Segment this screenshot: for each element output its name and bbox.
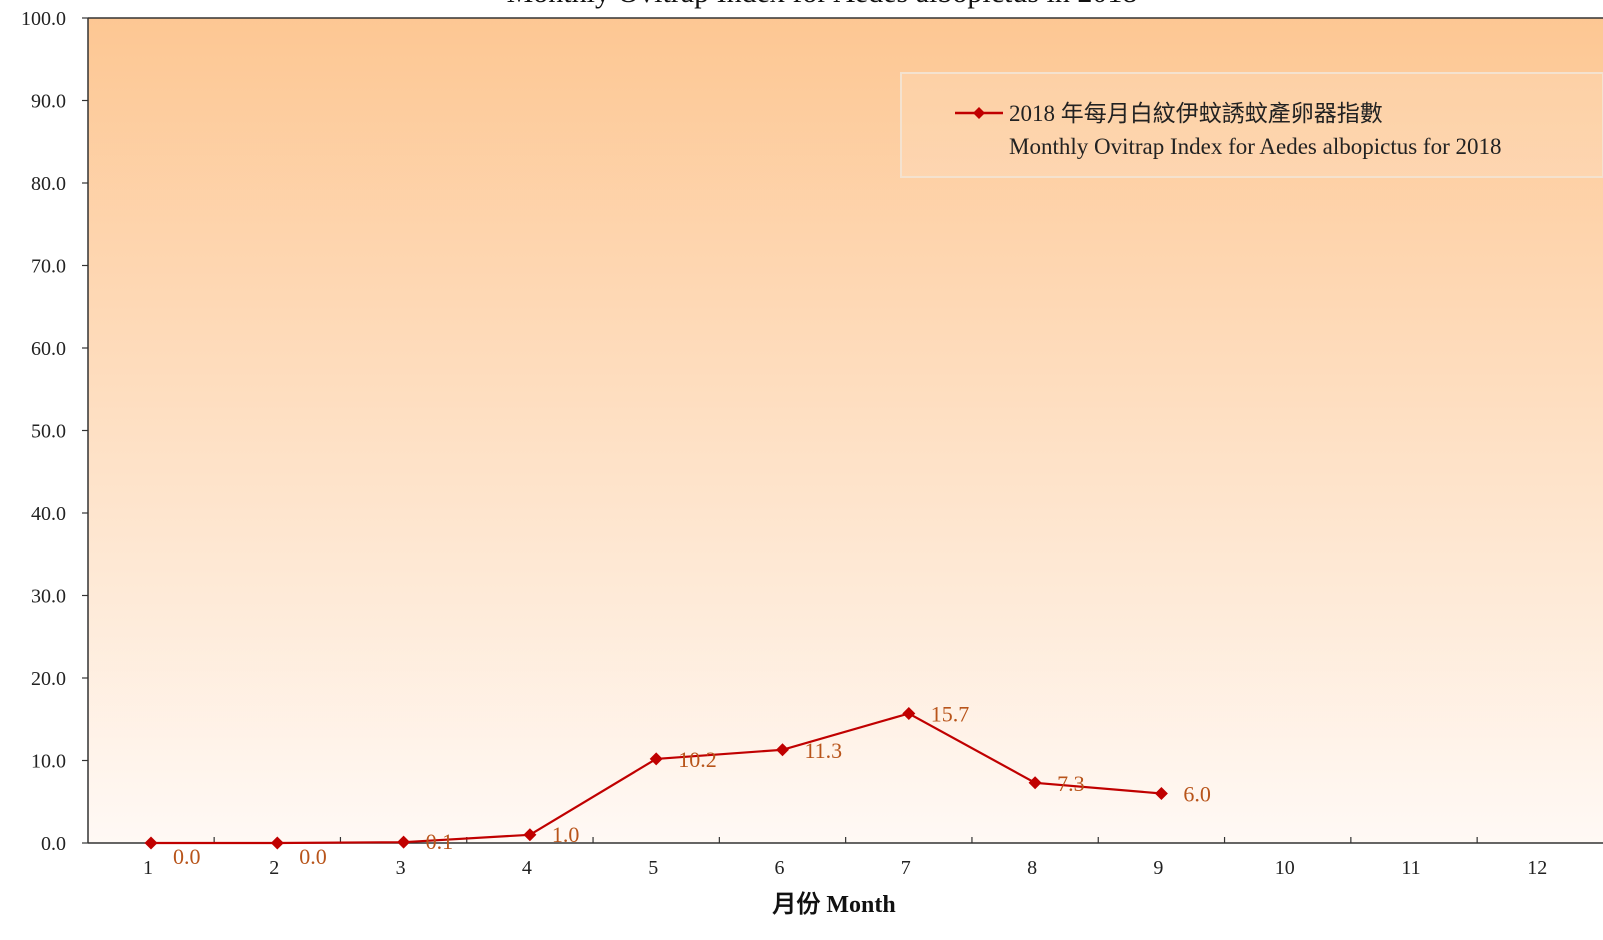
y-tick-label: 70.0 [31, 256, 66, 278]
data-point [776, 743, 789, 757]
legend: 2018 年每月白紋伊蚊誘蚊產卵器指數 Monthly Ovitrap Inde… [900, 72, 1603, 178]
data-point [902, 706, 916, 720]
y-tick-label: 30.0 [31, 586, 66, 608]
x-tick-label: 12 [1527, 857, 1547, 879]
y-tick-label: 90.0 [31, 91, 66, 113]
x-tick-label: 8 [1027, 857, 1037, 879]
data-label: 0.1 [426, 829, 454, 854]
y-tick-label: 10.0 [31, 751, 66, 773]
data-labels: 0.0 0.0 0.1 1.0 10.2 11.3 15.7 7.3 6.0 [173, 701, 1211, 869]
y-tick-label: 0.0 [41, 833, 66, 855]
chart-title: Monthly Ovitrap Index for Aedes albopict… [507, 0, 1138, 9]
y-tick-label: 40.0 [31, 503, 66, 525]
x-tick-label: 10 [1275, 857, 1295, 879]
x-tick-label: 4 [522, 857, 532, 879]
data-point [397, 835, 411, 849]
y-tick-label: 60.0 [31, 338, 66, 360]
x-tick-label: 6 [775, 857, 785, 879]
y-tick-label: 20.0 [31, 668, 66, 690]
data-point [270, 836, 284, 850]
legend-label-en: Monthly Ovitrap Index for Aedes albopict… [1009, 134, 1502, 159]
data-label: 6.0 [1183, 782, 1211, 807]
data-label: 10.2 [678, 747, 717, 772]
x-tick-label: 7 [901, 857, 911, 879]
data-label: 11.3 [805, 738, 843, 763]
data-point [144, 836, 158, 850]
x-axis-ticks: 1 2 3 4 5 6 7 8 9 10 11 12 [143, 837, 1547, 879]
data-label: 7.3 [1057, 771, 1085, 796]
series-points [144, 706, 1168, 850]
data-point [523, 828, 537, 842]
data-point [1154, 787, 1168, 800]
data-label: 1.0 [552, 822, 580, 847]
x-tick-label: 1 [143, 857, 153, 879]
y-tick-label: 80.0 [31, 173, 66, 195]
y-tick-label: 50.0 [31, 421, 66, 443]
y-axis-ticks: 0.0 10.0 20.0 30.0 40.0 50.0 60.0 70.0 80.0 90.0 1… [21, 8, 88, 855]
x-tick-label: 3 [396, 857, 406, 879]
x-tick-label: 2 [269, 857, 279, 879]
x-tick-label: 9 [1153, 857, 1163, 879]
data-label: 15.7 [931, 701, 970, 726]
data-label: 0.0 [173, 844, 201, 869]
data-point [1028, 776, 1042, 790]
plot-area [88, 18, 1603, 843]
x-axis-title: 月份 Month [771, 891, 895, 918]
x-tick-label: 11 [1401, 857, 1420, 879]
x-tick-label: 5 [648, 857, 658, 879]
legend-box [900, 72, 1603, 178]
legend-label-zh: 2018 年每月白紋伊蚊誘蚊產卵器指數 [1009, 101, 1383, 126]
data-point [649, 752, 663, 766]
data-label: 0.0 [299, 844, 327, 869]
y-tick-label: 100.0 [21, 8, 66, 30]
legend-diamond-marker [973, 107, 985, 119]
